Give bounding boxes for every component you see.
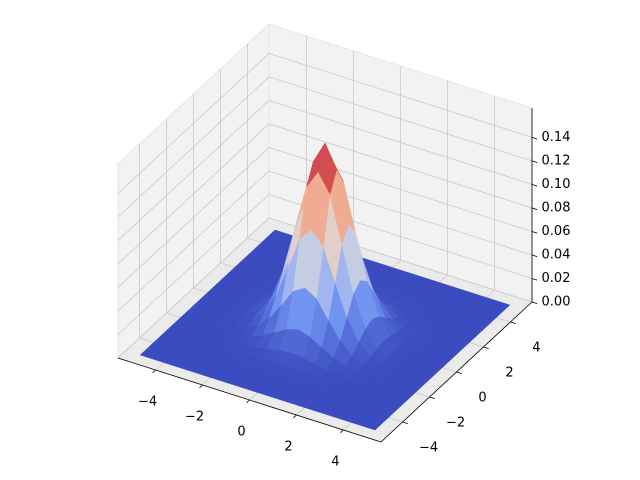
x-tick [293, 414, 297, 419]
z-tick-label: 0.00 [542, 295, 571, 310]
grid-line [117, 53, 270, 194]
z-tick [531, 207, 538, 211]
y-tick-label: −4 [419, 441, 438, 456]
x-tick [246, 399, 250, 404]
x-tick-label: 4 [331, 455, 339, 470]
z-tick-label: 0.12 [542, 153, 571, 168]
x-tick-label: 2 [284, 440, 292, 455]
y-axis-line [380, 301, 533, 443]
grid-line [268, 123, 533, 209]
grid-line [117, 123, 270, 265]
z-tick [531, 137, 538, 140]
x-tick [152, 369, 156, 374]
grid-line [117, 217, 270, 359]
z-tick [531, 301, 538, 305]
z-tick-label: 0.06 [542, 224, 571, 239]
grid-line [117, 170, 270, 312]
grid-line [268, 53, 533, 138]
y-tick-label: 2 [505, 366, 513, 381]
grid-line [117, 76, 270, 218]
grid-line [268, 76, 533, 162]
z-tick-label: 0.14 [542, 130, 571, 145]
z-tick [531, 184, 538, 187]
y-tick-label: −2 [446, 416, 465, 431]
y-tick-label: 4 [532, 341, 540, 356]
surface-patch [317, 142, 338, 195]
z-tick-label: 0.04 [542, 247, 571, 262]
x-tick-label: −2 [185, 410, 204, 425]
grid-line [117, 194, 270, 335]
z-tick [531, 160, 538, 163]
z-tick-label: 0.10 [542, 177, 571, 192]
z-tick [531, 254, 538, 258]
y-tick [402, 421, 408, 425]
z-tick-label: 0.02 [542, 271, 571, 286]
z-tick-label: 0.08 [542, 200, 571, 215]
grid-line [117, 100, 270, 241]
x-tick-label: 0 [237, 425, 245, 440]
x-tick [199, 384, 203, 389]
z-tick [531, 231, 538, 234]
grid-line [268, 147, 533, 232]
grid-line [117, 147, 270, 288]
y-tick [483, 346, 489, 350]
y-tick [429, 396, 435, 400]
surface-patch [362, 419, 383, 431]
y-tick [510, 321, 516, 325]
z-tick [531, 278, 538, 281]
x-axis-line [117, 357, 382, 443]
grid-line [268, 100, 533, 185]
y-tick-label: 0 [478, 391, 486, 406]
x-tick [340, 429, 344, 434]
x-tick-label: −4 [138, 395, 157, 410]
y-tick [456, 371, 462, 375]
